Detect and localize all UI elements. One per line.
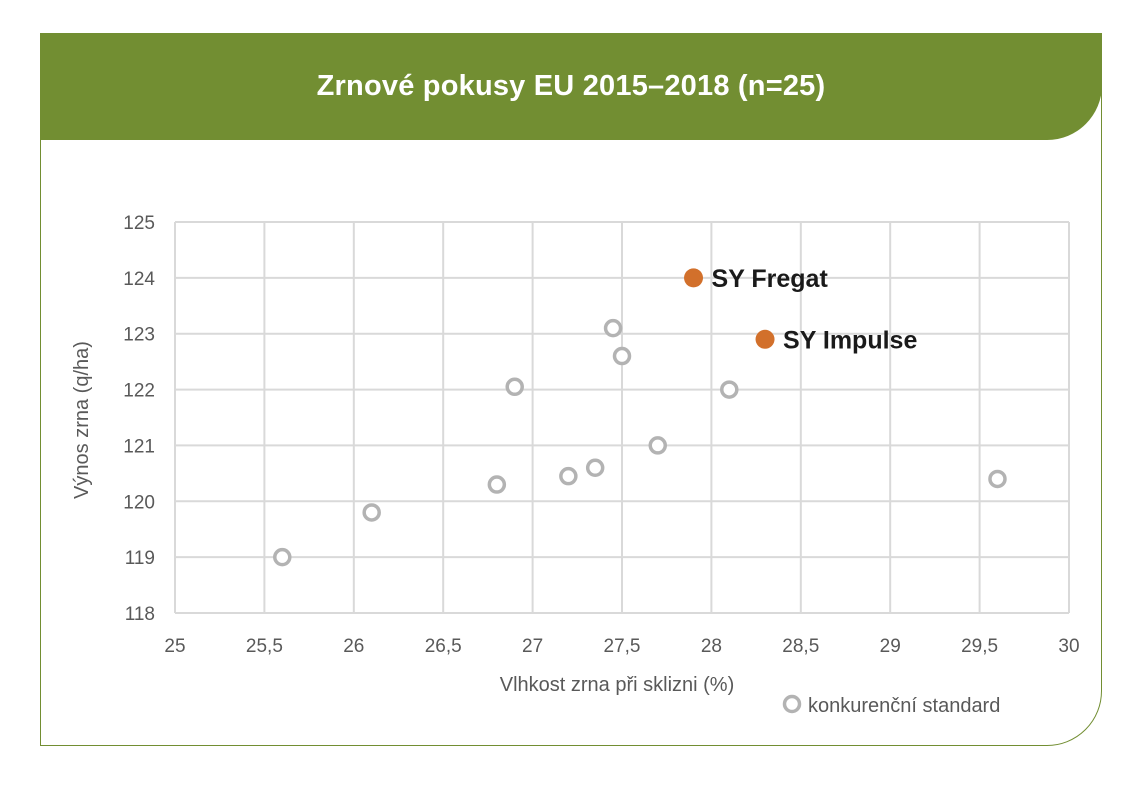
x-tick-label: 28,5 (782, 636, 819, 657)
data-point-standard (585, 458, 605, 478)
x-tick-label: 25,5 (246, 636, 283, 657)
y-tick-label: 122 (123, 381, 155, 402)
data-point-highlight (755, 329, 775, 349)
data-point-standard (720, 380, 739, 399)
data-point-standard (648, 436, 668, 455)
data-point-standard (487, 475, 507, 494)
data-point-standard (559, 466, 578, 486)
y-tick-label: 120 (123, 492, 155, 513)
x-tick-label: 26 (343, 636, 364, 657)
data-point-highlight (684, 268, 704, 288)
x-axis-title: Vlhkost zrna při sklizni (%) (500, 674, 735, 696)
data-point-standard (988, 469, 1007, 489)
x-tick-label: 25 (164, 636, 185, 657)
chart-card: Zrnové pokusy EU 2015–2018 (n=25) (40, 33, 1102, 746)
x-tick-label: 26,5 (425, 636, 462, 657)
legend-label: konkurenční standard (808, 695, 1000, 717)
y-tick-label: 123 (123, 325, 155, 346)
chart-title: Zrnové pokusy EU 2015–2018 (n=25) (316, 70, 826, 102)
data-point-standard (273, 547, 292, 567)
y-tick-label: 119 (125, 548, 155, 569)
x-tick-label: 28 (701, 636, 722, 657)
x-tick-label: 29 (880, 636, 901, 657)
x-tick-label: 27 (522, 636, 543, 657)
y-tick-label: 125 (123, 213, 155, 234)
data-label: SY Fregat (712, 265, 829, 293)
y-tick-label: 118 (125, 604, 155, 625)
data-point-standard (612, 346, 632, 366)
data-label: SY Impulse (783, 326, 917, 354)
data-point-standard (505, 377, 524, 397)
data-point-standard (603, 318, 623, 338)
data-point-standard (362, 503, 381, 522)
card-frame (40, 33, 1102, 746)
y-axis-title: Výnos zrna (q/ha) (71, 341, 93, 499)
x-tick-label: 27,5 (604, 636, 641, 657)
x-tick-label: 30 (1058, 636, 1079, 657)
legend-marker (782, 694, 802, 714)
x-tick-label: 29,5 (961, 636, 998, 657)
y-tick-label: 124 (123, 269, 155, 290)
y-tick-label: 121 (123, 436, 155, 457)
